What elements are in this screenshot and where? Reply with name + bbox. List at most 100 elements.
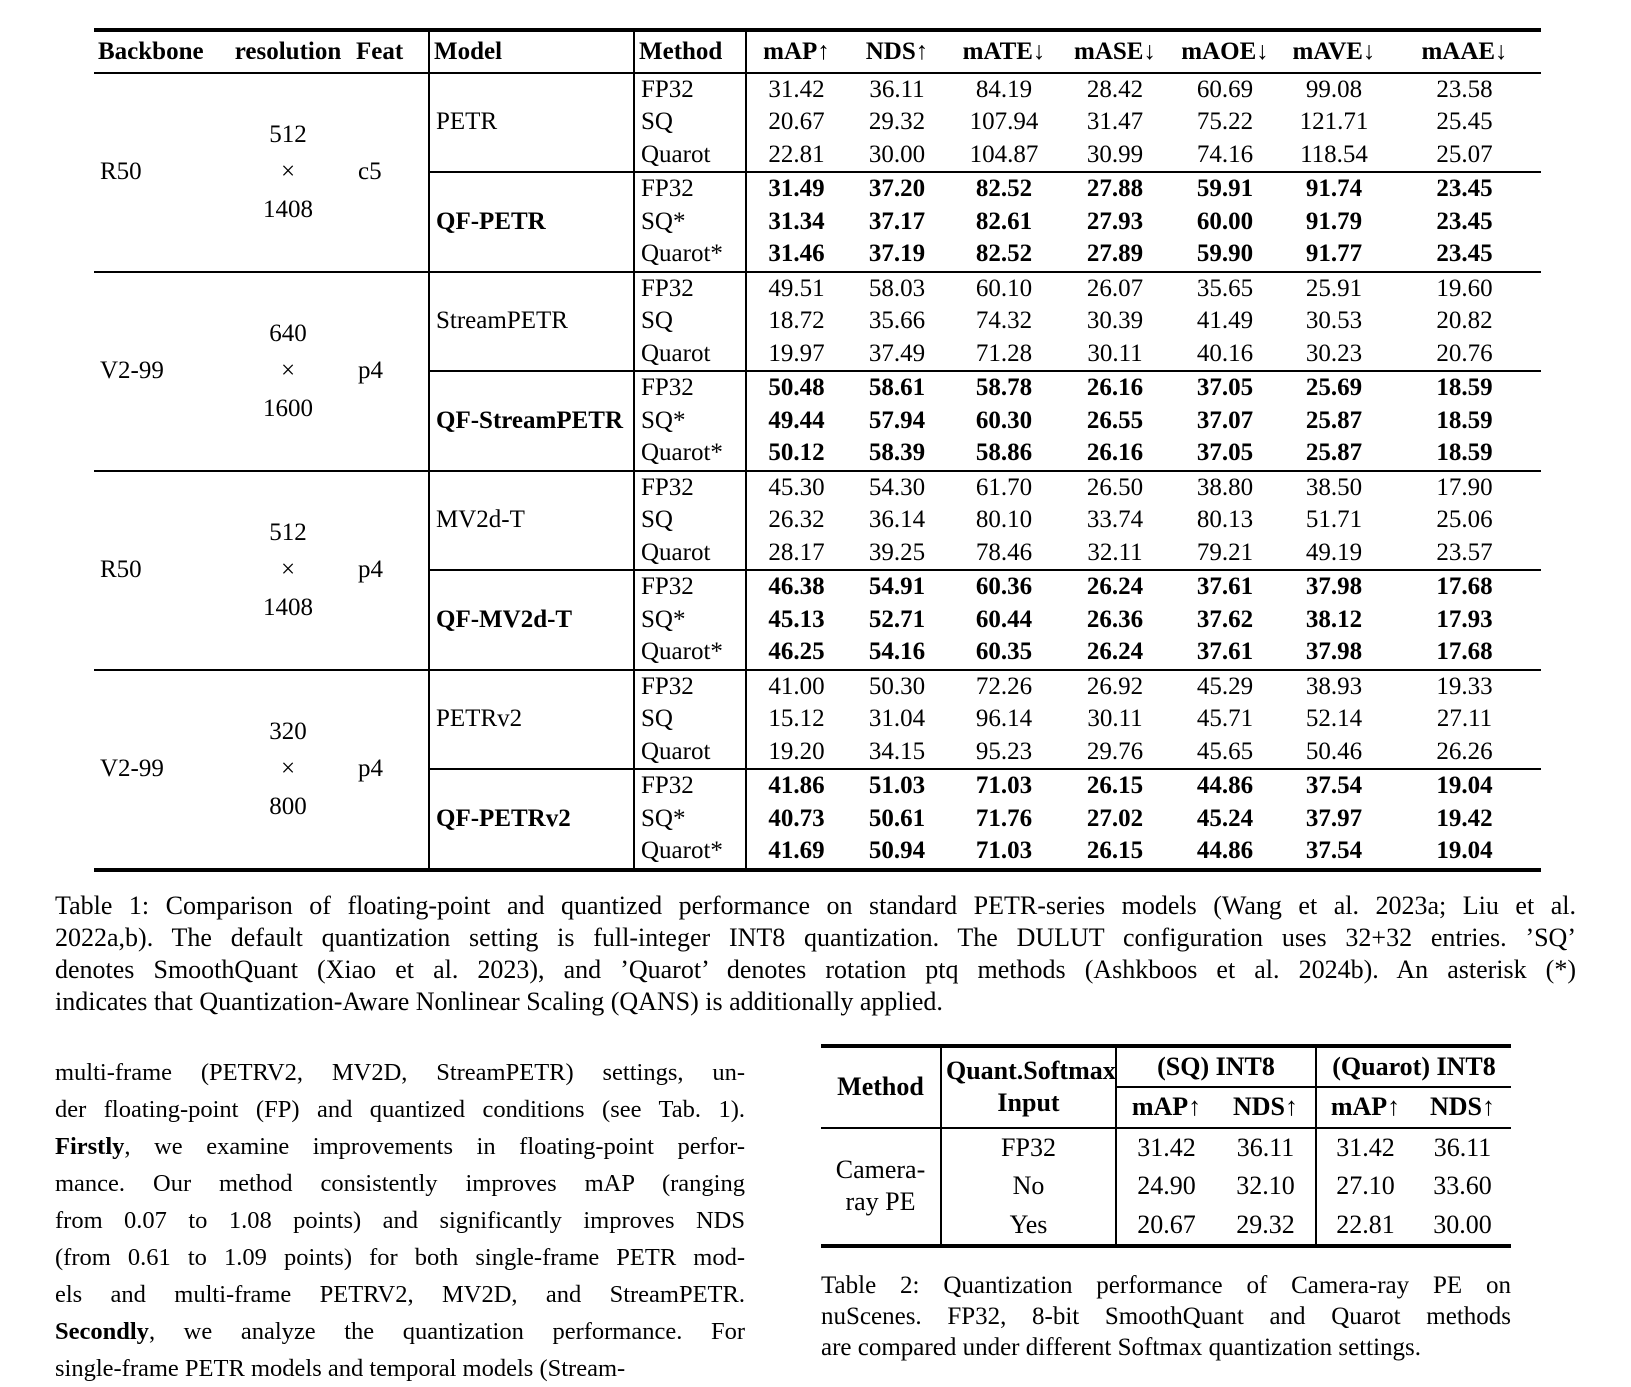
text-line: multi-frame (PETRV2, MV2D, StreamPETR) s… — [55, 1054, 745, 1091]
resolution-line: 512 — [269, 120, 307, 148]
value-cell: 96.14 — [975, 705, 1033, 732]
value-cell: 51.71 — [1305, 506, 1363, 533]
table2-results: Method Quant.Softmax Input (SQ) INT8 (Quarot… — [821, 1043, 1511, 1248]
method-cell: FP32 — [633, 768, 746, 803]
value-cell: 34.15 — [868, 737, 926, 765]
table-row: SQ* 45.13 52.71 60.44 26.36 37.62 38.12 17.93 — [94, 603, 1541, 636]
text-line: (from 0.61 to 1.09 points) for both sing… — [55, 1239, 745, 1276]
value-cell: 25.87 — [1305, 406, 1363, 434]
value-cell: 35.66 — [868, 307, 926, 334]
value-cell: 23.45 — [1436, 240, 1493, 267]
value-cell: 74.16 — [1196, 140, 1254, 168]
method-column-header: Method — [837, 1071, 924, 1101]
value-cell: 80.10 — [975, 506, 1033, 533]
row-label-cell: Camera-ray PE — [821, 1128, 941, 1247]
method-cell: FP32 — [633, 370, 746, 405]
value-cell: 36.11 — [869, 75, 925, 103]
value-cell: 50.48 — [745, 370, 846, 405]
table-row: SQ 26.32 36.14 80.10 33.74 80.13 51.71 25.06 — [94, 504, 1541, 537]
text-run: der floating-point (FP) and quantized co… — [55, 1095, 745, 1123]
value-cell: 41.49 — [1196, 307, 1254, 334]
value-cell: 17.93 — [1436, 605, 1493, 633]
text-line: els and multi-frame PETRV2, MV2D, and St… — [55, 1276, 745, 1313]
model-cell: StreamPETR — [428, 271, 634, 371]
value-cell: 26.16 — [1060, 370, 1170, 405]
column-header: Feat — [356, 38, 404, 65]
value-cell: 36.11 — [1433, 1132, 1492, 1162]
text-run: single-frame PETR models and temporal mo… — [55, 1354, 626, 1382]
value-cell: 80.13 — [1196, 506, 1254, 533]
backbone-cell: R50 — [100, 157, 142, 185]
resolution-cell: 640 × 1600 — [224, 272, 352, 471]
value-cell: 50.30 — [868, 672, 926, 700]
value-cell: 30.53 — [1305, 307, 1363, 334]
table-row: Quarot 19.97 37.49 71.28 30.11 40.16 30.23 20.7… — [94, 337, 1541, 371]
value-cell: 46.25 — [745, 636, 846, 670]
value-cell: 37.19 — [868, 240, 926, 267]
value-cell: 46.38 — [745, 569, 846, 604]
resolution-line: × — [280, 556, 296, 584]
value-cell: 41.86 — [745, 768, 846, 803]
value-cell: 52.71 — [868, 605, 926, 633]
value-cell: 45.24 — [1196, 804, 1254, 832]
value-cell: 52.14 — [1305, 705, 1363, 732]
backbone-cell: R50 — [100, 555, 142, 583]
method-cell: SQ — [633, 703, 746, 736]
value-cell: 27.89 — [1086, 240, 1144, 267]
table1-caption: Table 1: Comparison of floating-point an… — [55, 890, 1576, 1018]
resolution-line: 1408 — [263, 593, 313, 621]
resolution-cell: 512 × 1408 — [224, 73, 352, 272]
table-row: Quarot* 41.69 50.94 71.03 26.15 44.86 37.54 19.… — [94, 835, 1541, 870]
value-cell: 27.10 — [1315, 1167, 1414, 1206]
resolution-cell: 512 × 1408 — [224, 471, 352, 670]
backbone-cell: V2-99 — [100, 356, 164, 384]
value-cell: 37.07 — [1196, 406, 1254, 434]
feat-cell: p4 — [358, 356, 383, 384]
value-cell: 49.19 — [1305, 538, 1363, 566]
value-cell: 38.93 — [1305, 672, 1363, 700]
value-cell: 82.52 — [975, 240, 1033, 267]
model-cell: PETRv2 — [428, 669, 634, 769]
method-cell: FP32 — [633, 171, 746, 206]
text-run: Table 1: Comparison of floating-point an… — [55, 890, 1576, 920]
value-cell: 18.72 — [745, 305, 846, 338]
value-cell: 51.03 — [846, 768, 948, 803]
value-cell: 27.88 — [1060, 171, 1170, 206]
feat-cell: c5 — [358, 157, 382, 185]
value-cell: 20.67 — [745, 106, 846, 139]
text-line: single-frame PETR models and temporal mo… — [55, 1350, 745, 1387]
value-cell: 78.46 — [975, 538, 1033, 566]
value-cell: 49.44 — [745, 404, 846, 437]
model-cell: QF-PETR — [428, 171, 634, 272]
value-cell: 30.39 — [1086, 307, 1144, 334]
value-cell: 23.57 — [1436, 538, 1493, 566]
method-cell: Quarot — [633, 138, 746, 172]
label-line: ray PE — [845, 1187, 916, 1217]
column-header: mAAE↓ — [1421, 38, 1508, 65]
table-row: Quarot* 46.25 54.16 60.35 26.24 37.61 37.98 17.… — [94, 636, 1541, 670]
value-cell: 31.42 — [1315, 1127, 1414, 1167]
value-cell: 75.22 — [1196, 108, 1254, 135]
value-cell: 91.74 — [1280, 171, 1388, 206]
table-row: V2-99 320 × 800 p4 PETRv2 FP32 41.00 50.30 72.26 2… — [94, 669, 1541, 820]
text-run: Table 2: Quantization performance of Cam… — [821, 1272, 1511, 1299]
table1-header: Backbone resolution Feat Model Method mAP↑ NDS… — [94, 30, 1541, 73]
table-row: QF-StreamPETR FP32 50.48 58.61 58.78 26.16 37.… — [94, 370, 1541, 471]
model-cell: QF-StreamPETR — [428, 370, 634, 471]
value-cell: 37.05 — [1170, 370, 1280, 405]
value-cell: 82.61 — [975, 207, 1033, 235]
text-run: multi-frame (PETRV2, MV2D, StreamPETR) s… — [55, 1058, 745, 1086]
table2-header-row-1: Method Quant.Softmax Input (SQ) INT8 (Quarot… — [821, 1045, 1511, 1128]
value-cell: 44.86 — [1196, 837, 1254, 864]
value-cell: 24.90 — [1115, 1167, 1216, 1206]
body-text-column: multi-frame (PETRV2, MV2D, StreamPETR) s… — [55, 1044, 745, 1387]
value-cell: 40.73 — [745, 802, 846, 835]
value-cell: 71.28 — [975, 339, 1033, 367]
value-cell: 95.23 — [975, 737, 1033, 765]
value-cell: 37.05 — [1196, 439, 1254, 466]
label-line: Camera- — [835, 1154, 926, 1184]
value-cell: 19.60 — [1436, 274, 1493, 302]
value-cell: 19.42 — [1436, 804, 1493, 832]
table-row: Yes 20.67 29.32 22.81 30.00 — [821, 1205, 1511, 1246]
value-cell: 17.68 — [1436, 638, 1493, 665]
